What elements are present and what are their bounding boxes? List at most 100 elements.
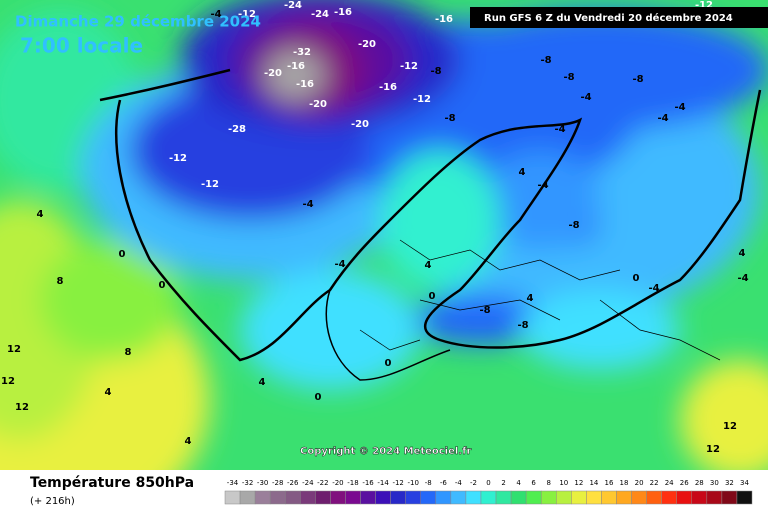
contour-label: -4 (657, 113, 668, 124)
contour-label: -12 (238, 9, 256, 20)
contour-label: 4 (105, 387, 112, 398)
contour-label: -12 (400, 61, 418, 72)
forecast-lead: (+ 216h) (30, 496, 75, 507)
scale-swatch (676, 490, 693, 505)
contour-label: 0 (159, 280, 166, 291)
contour-label: -20 (264, 68, 282, 79)
scale-swatch (239, 490, 256, 505)
contour-label: -4 (537, 180, 548, 191)
scale-swatch (420, 490, 437, 505)
contour-label: 12 (1, 376, 15, 387)
contour-label: -4 (210, 9, 221, 20)
scale-label: 24 (665, 479, 674, 487)
scale-label: -24 (302, 479, 314, 487)
scale-swatch (390, 490, 406, 505)
scale-label: -2 (470, 479, 477, 487)
scale-label: -18 (347, 479, 358, 487)
scale-label: -22 (317, 479, 328, 487)
contour-label: -20 (309, 99, 327, 110)
scale-swatch (616, 490, 632, 505)
contour-label: 4 (527, 293, 534, 304)
contour-label: -28 (228, 124, 246, 135)
scale-label: 28 (695, 479, 704, 487)
contour-label: -4 (674, 102, 685, 113)
contour-label: -4 (737, 273, 748, 284)
scale-label: -14 (377, 479, 389, 487)
scale-swatch (345, 490, 361, 505)
scale-label: -6 (440, 479, 448, 487)
scale-swatch (556, 490, 572, 505)
forecast-time: 7:00 locale (20, 34, 143, 58)
scale-label: 12 (574, 479, 583, 487)
scale-swatch (465, 490, 482, 505)
contour-label: -24 (311, 9, 329, 20)
scale-swatch (254, 490, 271, 505)
contour-label: 4 (37, 209, 44, 220)
scale-label: 2 (501, 479, 505, 487)
scale-swatch (315, 490, 331, 505)
scale-swatch (450, 490, 467, 505)
contour-label: 12 (723, 421, 737, 432)
scale-label: 22 (650, 479, 659, 487)
contour-label: -4 (554, 124, 565, 135)
run-info: Run GFS 6 Z du Vendredi 20 décembre 2024 (484, 12, 733, 24)
contour-label: 0 (633, 273, 640, 284)
contour-label: 12 (7, 344, 21, 355)
scale-swatch (224, 490, 241, 505)
scale-label: -30 (257, 479, 268, 487)
scale-swatch (736, 490, 753, 505)
scale-swatch (480, 490, 497, 505)
scale-swatch (540, 490, 557, 505)
footer-title: Température 850hPa (30, 475, 194, 491)
contour-label: -8 (430, 66, 441, 77)
contour-label: -16 (296, 79, 314, 90)
contour-label: -8 (563, 72, 574, 83)
contour-label: 4 (739, 248, 746, 259)
contour-label: -4 (648, 283, 659, 294)
scale-swatch (631, 490, 647, 505)
scale-swatch (269, 490, 286, 505)
scale-label: -16 (362, 479, 374, 487)
scale-label: 8 (546, 479, 550, 487)
scale-label: -4 (455, 479, 463, 487)
contour-label: 4 (259, 377, 266, 388)
scale-label: -34 (227, 479, 239, 487)
scale-label: 18 (620, 479, 629, 487)
contour-label: -12 (169, 153, 187, 164)
scale-label: 32 (725, 479, 734, 487)
scale-swatch (435, 490, 452, 505)
contour-label: -12 (695, 0, 713, 11)
contour-label: -12 (201, 179, 219, 190)
scale-label: 14 (589, 479, 598, 487)
contour-label: -20 (351, 119, 369, 130)
scale-label: -28 (272, 479, 283, 487)
scale-label: 30 (710, 479, 719, 487)
scale-swatch (586, 490, 602, 505)
run-box (470, 7, 768, 28)
scale-label: 16 (604, 479, 613, 487)
contour-label: 4 (185, 436, 192, 447)
borders (359, 239, 721, 361)
scale-label: -8 (425, 479, 432, 487)
scale-label: 6 (531, 479, 536, 487)
scale-swatch (721, 490, 738, 505)
scale-swatch (375, 490, 391, 505)
scale-swatch (646, 490, 662, 505)
scale-label: 10 (559, 479, 568, 487)
contour-label: 4 (425, 260, 432, 271)
scale-label: -10 (407, 479, 418, 487)
contour-label: -4 (334, 259, 345, 270)
scale-swatch (284, 490, 301, 505)
contour-label: -8 (444, 113, 455, 124)
contour-label: 4 (519, 167, 526, 178)
contour-label: -16 (287, 61, 305, 72)
copyright: Copyright © 2024 Meteociel.fr (300, 446, 471, 457)
contour-label: -8 (632, 74, 643, 85)
scale-label: 34 (740, 479, 749, 487)
scale-swatch (495, 490, 512, 505)
contour-label: 0 (119, 249, 126, 260)
contour-label: 0 (385, 358, 392, 369)
scale-swatch (691, 490, 708, 505)
scale-swatch (706, 490, 723, 505)
